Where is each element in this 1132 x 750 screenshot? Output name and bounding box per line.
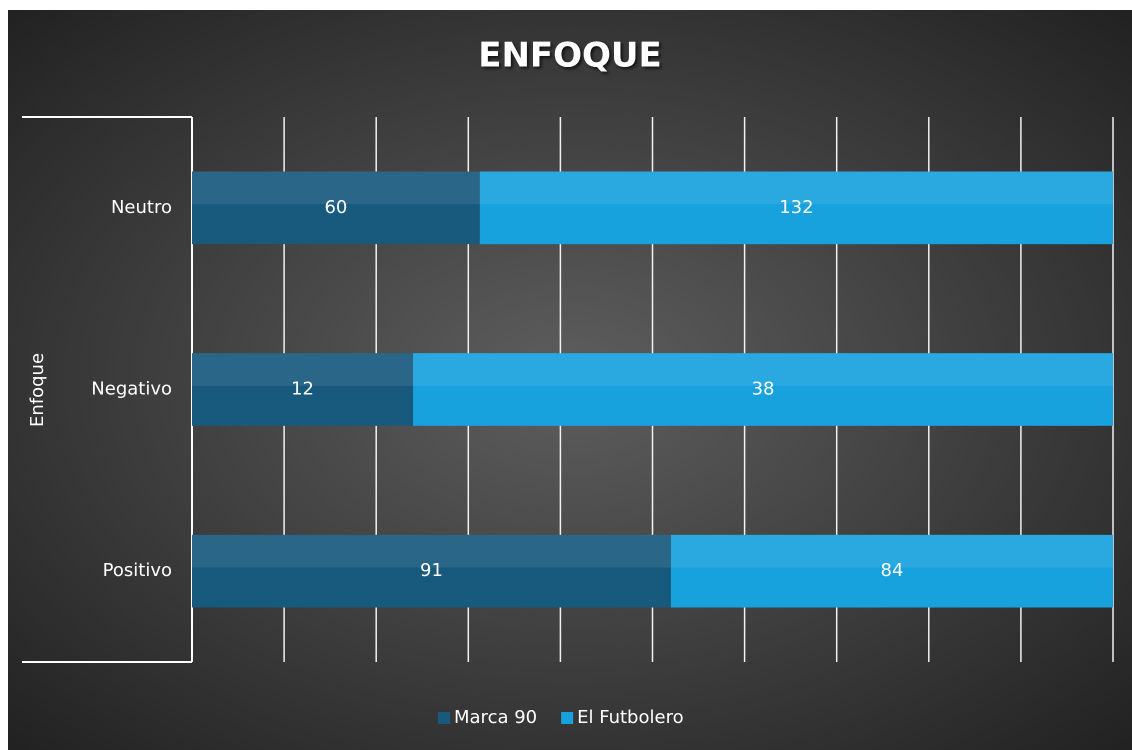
- data-label: 84: [881, 560, 904, 581]
- y-tick-label: Negativo: [91, 379, 172, 400]
- bar: [413, 353, 1113, 426]
- y-axis-label: Enfoque: [27, 353, 48, 427]
- bar: [192, 534, 671, 608]
- data-label: 132: [779, 197, 813, 218]
- legend-label: El Futbolero: [577, 707, 683, 728]
- bar-shine: [479, 171, 1113, 205]
- bar: [192, 353, 414, 426]
- y-tick-label: Neutro: [111, 197, 172, 218]
- chart-title: ENFOQUE: [478, 36, 662, 76]
- bar-shine: [192, 534, 671, 568]
- data-label: 60: [324, 197, 347, 218]
- bar: [479, 171, 1113, 245]
- data-label: 38: [752, 379, 775, 400]
- bar-shine: [192, 353, 414, 386]
- y-tick-label: Positivo: [103, 560, 172, 581]
- legend-label: Marca 90: [454, 707, 537, 728]
- bar: [192, 171, 480, 245]
- data-label: 12: [291, 379, 314, 400]
- data-label: 91: [420, 560, 443, 581]
- legend-swatch: [561, 712, 574, 724]
- bar-shine: [413, 353, 1113, 386]
- bar-shine: [192, 171, 480, 205]
- legend-swatch: [438, 712, 450, 724]
- bar: [670, 534, 1113, 608]
- bar-shine: [670, 534, 1113, 568]
